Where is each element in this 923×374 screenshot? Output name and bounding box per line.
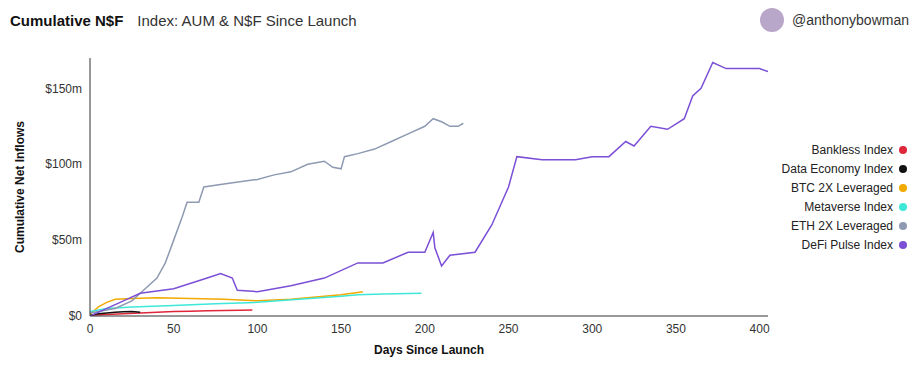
html-text:Bankless Index: Bankless Index <box>811 142 893 157</box>
html-text:DeFi Pulse Index: DeFi Pulse Index <box>801 237 893 252</box>
svg-text:50: 50 <box>167 322 181 336</box>
html-text:Index: AUM & N$F Since Launch: Index: AUM & N$F Since Launch <box>137 12 357 29</box>
html-text:Data Economy Index: Data Economy Index <box>781 161 893 176</box>
svg-text:$150m: $150m <box>45 82 82 96</box>
html-text:Cumulative N$F: Cumulative N$F <box>10 12 124 29</box>
html-text:BTC 2X Leveraged: BTC 2X Leveraged <box>790 180 893 195</box>
svg-text:Days Since Launch: Days Since Launch <box>374 343 484 357</box>
html-text:@anthonybowman: @anthonybowman <box>792 12 909 28</box>
svg-text:$0: $0 <box>69 309 83 323</box>
svg-text:350: 350 <box>666 322 686 336</box>
svg-text:150: 150 <box>331 322 351 336</box>
svg-text:0: 0 <box>87 322 94 336</box>
svg-text:200: 200 <box>415 322 435 336</box>
html-text:Metaverse Index: Metaverse Index <box>804 199 893 214</box>
svg-text:$100m: $100m <box>45 157 82 171</box>
svg-text:250: 250 <box>499 322 519 336</box>
svg-text:300: 300 <box>582 322 602 336</box>
svg-text:100: 100 <box>247 322 267 336</box>
svg-text:400: 400 <box>750 322 770 336</box>
svg-text:$50m: $50m <box>52 233 82 247</box>
html-text:ETH 2X Leveraged: ETH 2X Leveraged <box>790 218 893 233</box>
svg-text:Cumulative Net Inflows: Cumulative Net Inflows <box>13 121 27 253</box>
